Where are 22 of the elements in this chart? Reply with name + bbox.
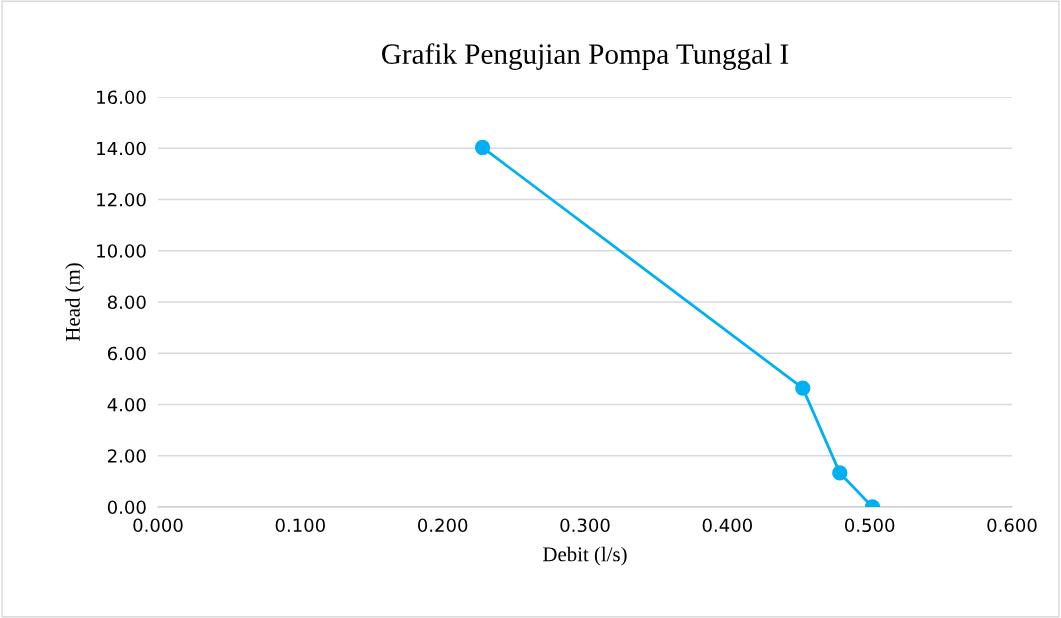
y-tick-label: 2.00 [108,449,146,463]
x-tick-label: 0.100 [275,518,325,533]
x-tick-label: 0.300 [560,518,610,533]
x-tick-label: 0.200 [418,518,468,533]
chart-title: Grafik Pengujian Pompa Tunggal I [382,43,789,70]
x-tick-label: 0.400 [702,518,752,533]
y-tick-label: 8.00 [107,295,146,310]
y-tick-label: 16.00 [97,90,146,105]
y-tick-label: 12.00 [97,192,146,207]
y-tick-label: 0.00 [107,500,146,515]
x-tick-label: 0.500 [845,518,895,533]
point [795,380,811,396]
point [832,465,848,481]
y-tick-label: 14.00 [97,141,146,156]
y-tick-label: 4.00 [107,397,146,412]
point [474,139,491,156]
y-axis-title: Head (m) [65,263,85,342]
x-axis-title: Debit (l/s) [543,546,627,566]
y-tick-label: 6.00 [107,346,146,361]
x-tick-label: 0.600 [987,518,1037,533]
x-tick-label: 0.000 [133,518,183,533]
y-tick-label: 10.00 [97,244,146,258]
